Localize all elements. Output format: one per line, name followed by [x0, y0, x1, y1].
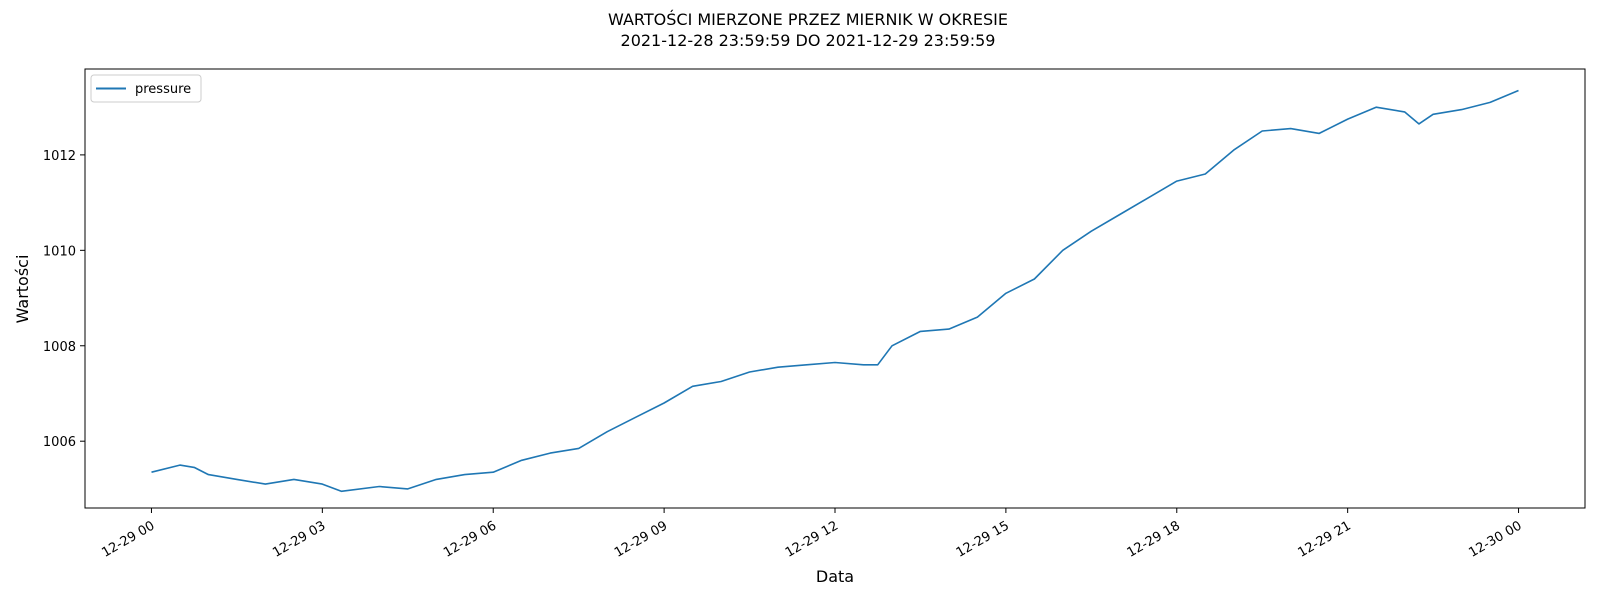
- chart-title: WARTOŚCI MIERZONE PRZEZ MIERNIK W OKRESI…: [608, 10, 1008, 29]
- y-axis-label: Wartości: [13, 255, 32, 324]
- legend: pressure: [90, 74, 202, 103]
- chart-subtitle: 2021-12-28 23:59:59 DO 2021-12-29 23:59:…: [621, 31, 996, 50]
- y-axis: 1006 1008 1010 1012: [43, 149, 85, 450]
- x-tick-label: 12-29 18: [1125, 518, 1183, 560]
- x-tick-label: 12-29 00: [99, 518, 157, 560]
- x-tick-label: 12-29 09: [612, 518, 670, 560]
- x-tick-label: 12-30 00: [1466, 518, 1524, 560]
- x-tick-label: 12-29 03: [270, 518, 328, 560]
- x-axis: 12-29 00 12-29 03 12-29 06 12-29 09 12-29 12…: [99, 508, 1525, 561]
- y-tick-label: 1012: [43, 149, 76, 164]
- x-tick-label: 12-29 06: [441, 518, 499, 560]
- x-tick-label: 12-29 12: [783, 518, 841, 560]
- x-axis-label: Data: [816, 567, 854, 586]
- plot-area: [84, 68, 1586, 509]
- legend-label-pressure: pressure: [135, 82, 191, 97]
- y-tick-label: 1010: [43, 244, 76, 259]
- y-tick-label: 1008: [43, 340, 76, 355]
- series-layer: [151, 89, 1519, 493]
- x-tick-label: 12-29 21: [1296, 518, 1354, 560]
- y-tick-label: 1006: [43, 435, 76, 450]
- series-line-pressure: [151, 89, 1519, 493]
- x-tick-label: 12-29 15: [954, 518, 1012, 560]
- legend-box: [90, 74, 202, 103]
